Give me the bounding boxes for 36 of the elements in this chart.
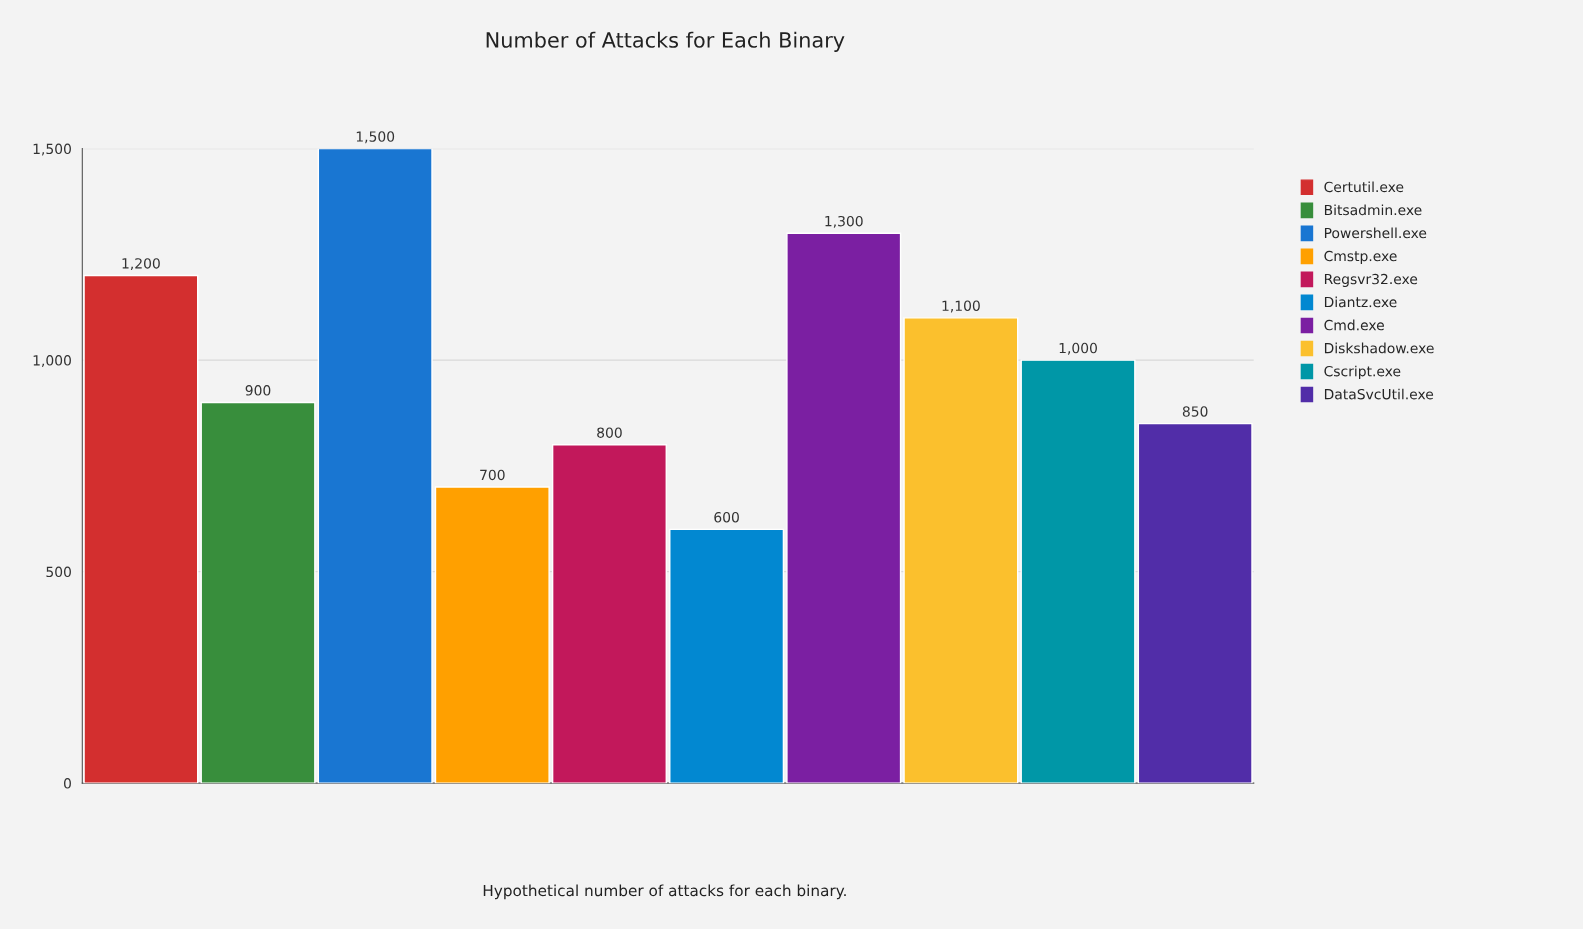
y-tick-label: 500 (46, 566, 71, 578)
legend-label: Diantz.exe (1324, 296, 1397, 308)
y-tick-label: 1,000 (33, 355, 71, 368)
legend-label: Certutil.exe (1324, 181, 1404, 193)
bar (83, 274, 199, 784)
legend-label: Cscript.exe (1324, 365, 1401, 380)
legend-label: DataSvcUtil.exe (1324, 388, 1434, 400)
bar (669, 528, 785, 784)
data-label: 1,000 (1059, 342, 1097, 355)
data-label: 600 (714, 511, 739, 523)
data-label: 850 (1182, 406, 1208, 417)
y-tick-label: 0 (63, 778, 71, 789)
legend-label: Cmd.exe (1324, 319, 1384, 331)
legend-label: Diskshadow.exe (1324, 342, 1434, 354)
data-label: 800 (597, 427, 622, 438)
y-tick-label: 1,500 (33, 143, 71, 156)
data-label: 900 (245, 385, 271, 396)
data-label: 1,500 (356, 131, 395, 144)
bar (551, 444, 667, 784)
bar (1137, 422, 1253, 784)
legend-label: Powershell.exe (1324, 227, 1427, 239)
data-label: 1,300 (825, 215, 863, 228)
bar (903, 317, 1019, 784)
legend-label: Bitsadmin.exe (1324, 204, 1422, 216)
text: Hypothetical number of attacks for each binary. (483, 884, 846, 900)
chart-title: Number of Attacks for Each Binary (486, 31, 845, 52)
bar (200, 401, 316, 784)
data-label: 1,100 (942, 300, 980, 313)
bar (1020, 359, 1136, 784)
legend-label: Cmstp.exe (1324, 250, 1397, 264)
bar (786, 232, 902, 784)
legend-label: Regsvr32.exe (1324, 273, 1418, 287)
data-label: 700 (480, 469, 505, 481)
bar (434, 486, 550, 784)
data-label: 1,200 (122, 258, 160, 271)
bar (317, 148, 433, 784)
